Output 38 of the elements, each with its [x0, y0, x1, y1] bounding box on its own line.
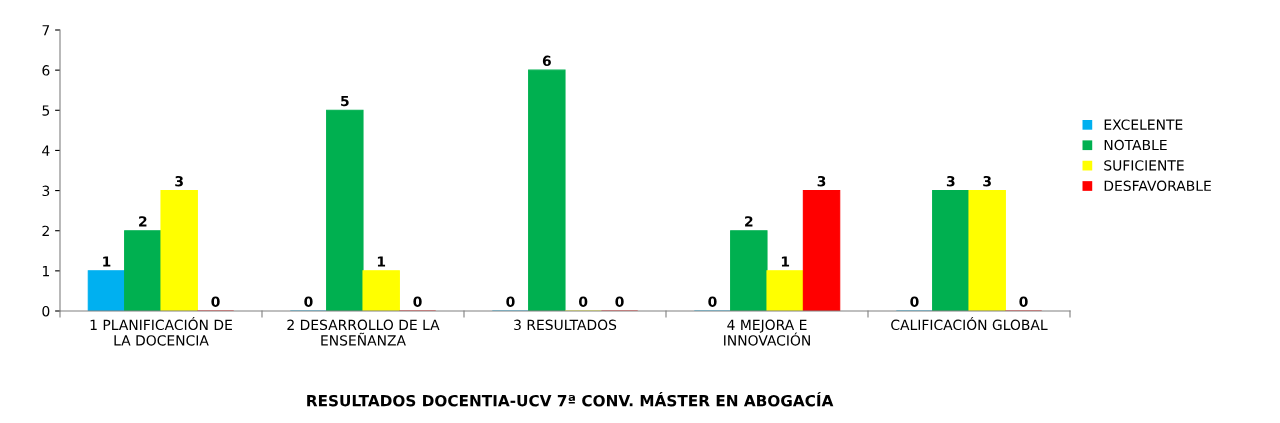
- data-label: 1: [377, 256, 386, 267]
- legend-label: DESFAVORABLE: [1104, 180, 1211, 192]
- y-tick-label: 0: [42, 305, 50, 317]
- data-label: 3: [175, 175, 183, 187]
- y-tick-label: 3: [42, 185, 50, 197]
- data-label: 0: [506, 296, 515, 307]
- y-tick-label: 2: [42, 225, 49, 236]
- y-tick-label: 6: [42, 65, 50, 76]
- x-tick-label: 2 DESARROLLO DE LA ENSEÑANZA: [287, 319, 440, 346]
- data-label: 0: [1019, 296, 1028, 307]
- data-label: 0: [615, 296, 624, 307]
- x-tick-label: 1 PLANIFICACIÓN DE LA DOCENCIA: [90, 317, 232, 346]
- data-label: 3: [817, 175, 826, 187]
- data-label: 0: [413, 296, 422, 307]
- data-label: 0: [579, 296, 588, 307]
- data-label: 0: [910, 296, 919, 307]
- data-label: 6: [542, 55, 551, 67]
- data-label: 3: [946, 175, 955, 187]
- y-tick-label: 1: [42, 266, 49, 277]
- y-tick-label: 4: [42, 145, 50, 156]
- data-label: 0: [708, 296, 717, 307]
- legend-label: NOTABLE: [1104, 139, 1167, 151]
- text: RESULTADOS DOCENTIA-UCV 7ª CONV. MÁSTER EN ABOGACÍA: [307, 392, 834, 407]
- x-tick-label: 3 RESULTADOS: [514, 319, 617, 331]
- x-tick-label: CALIFICACIÓN GLOBAL: [891, 317, 1048, 331]
- data-label: 2: [139, 216, 147, 227]
- x-tick-label: 4 MEJORA E INNOVACIÓN: [724, 319, 810, 346]
- legend-label: EXCELENTE: [1104, 119, 1183, 130]
- data-label: 5: [341, 95, 349, 107]
- y-tick-label: 5: [42, 105, 50, 116]
- legend-label: SUFICIENTE: [1104, 160, 1184, 171]
- data-label: 1: [103, 256, 111, 267]
- data-label: 0: [211, 296, 220, 307]
- data-label: 1: [781, 256, 790, 267]
- data-label: 3: [983, 175, 991, 187]
- data-label: 0: [304, 296, 313, 307]
- y-tick-label: 7: [42, 25, 50, 36]
- data-label: 2: [745, 216, 753, 227]
